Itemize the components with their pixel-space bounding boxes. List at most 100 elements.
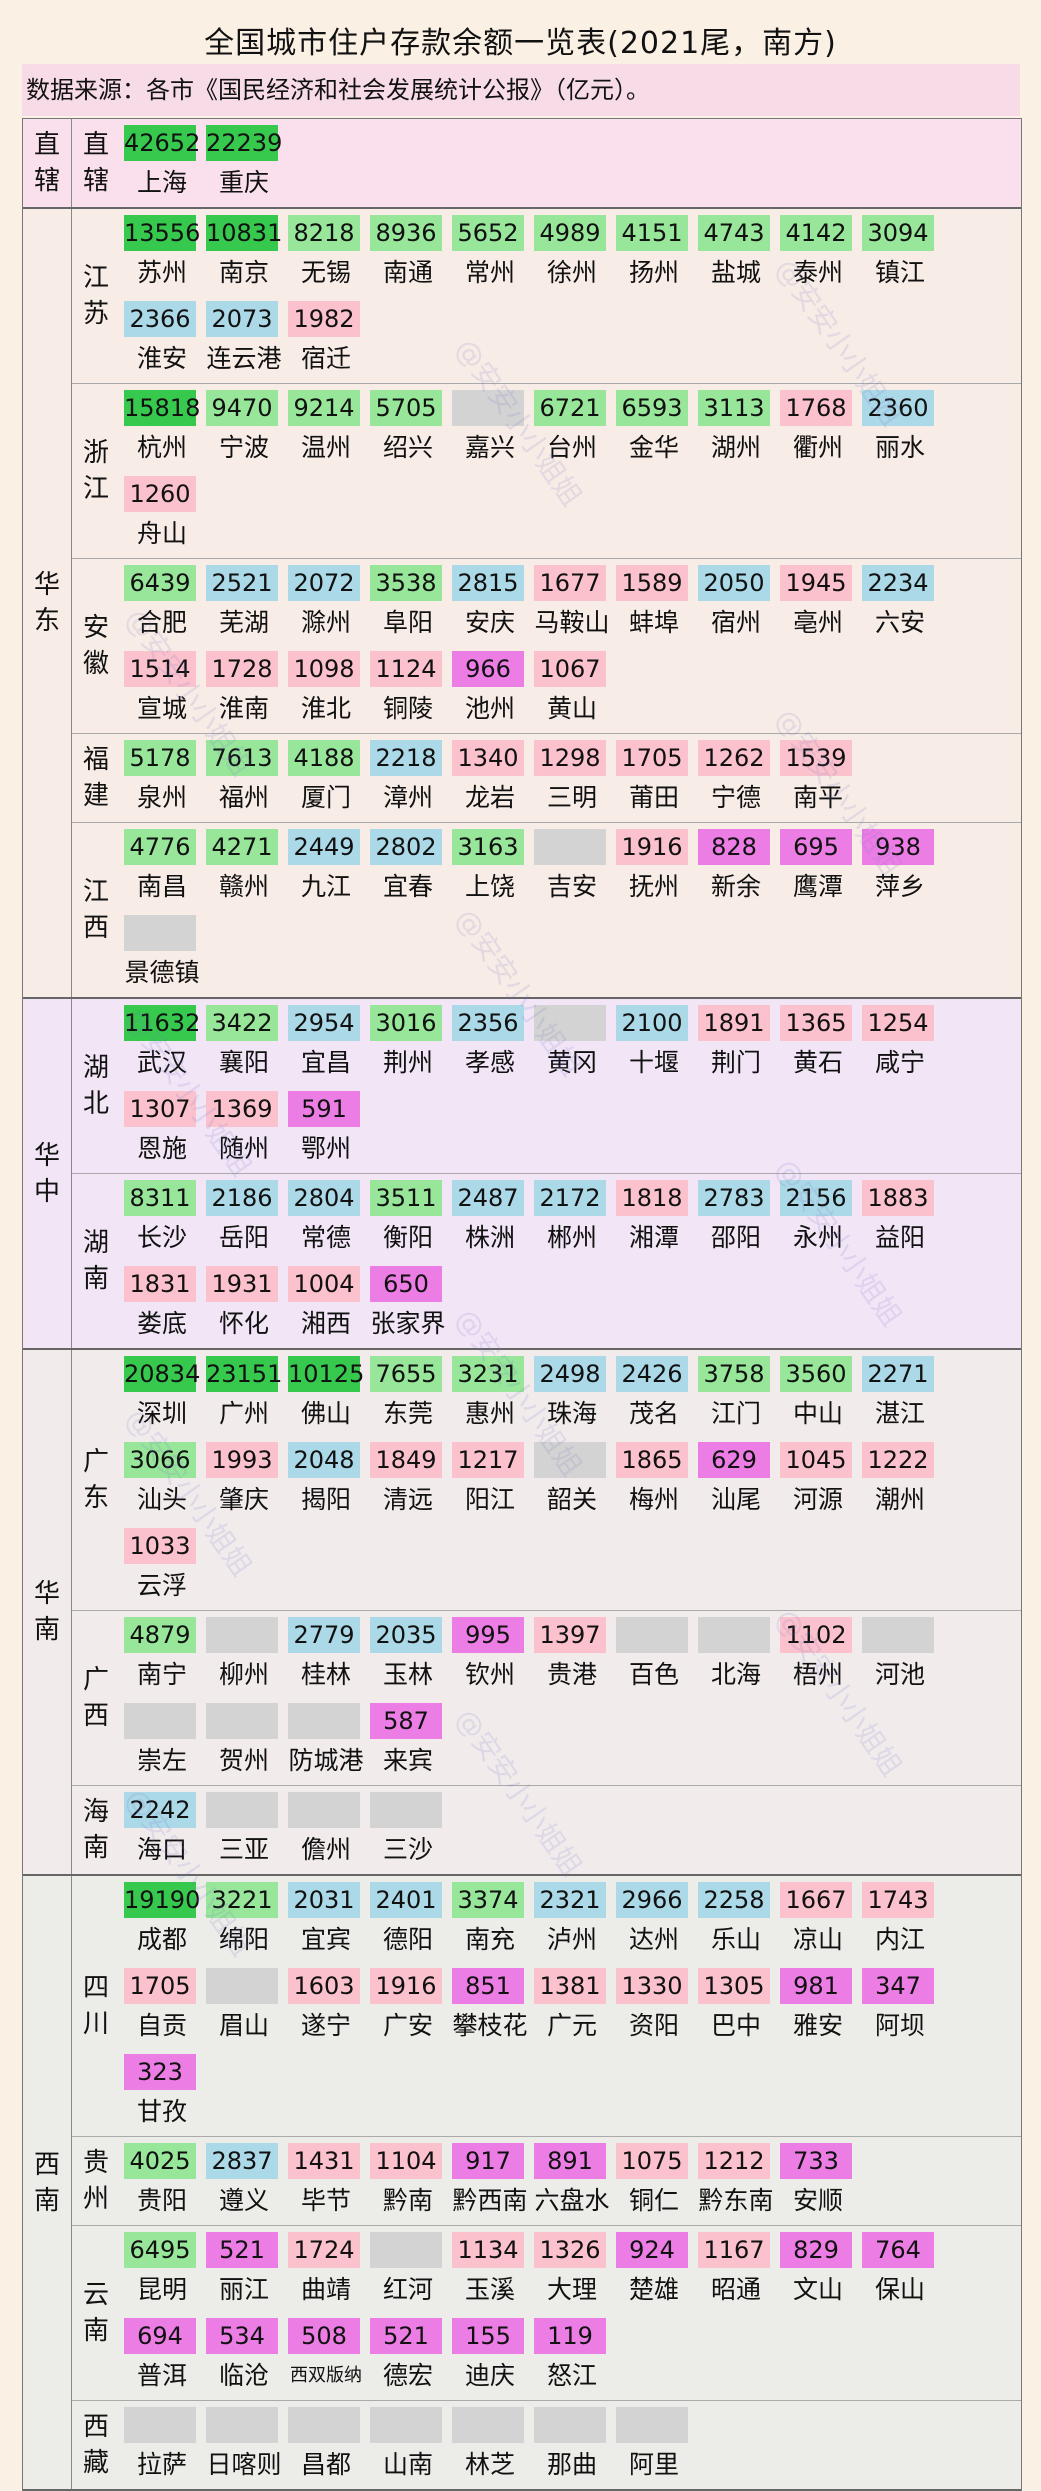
city-name: 广州 bbox=[218, 1399, 269, 1428]
deposit-value: 2521 bbox=[206, 565, 278, 601]
deposit-value: 1254 bbox=[862, 1005, 934, 1041]
city-name: 南昌 bbox=[136, 872, 187, 901]
deposit-value: 2498 bbox=[534, 1356, 606, 1392]
deposit-value: 2218 bbox=[370, 740, 442, 776]
city-name: 邵阳 bbox=[710, 1223, 761, 1252]
city-cell: 2487 株洲 bbox=[452, 1176, 534, 1262]
deposit-value: 8936 bbox=[370, 215, 442, 251]
city-name: 楚雄 bbox=[628, 2275, 679, 2304]
deposit-value: 9470 bbox=[206, 390, 278, 426]
deposit-value: 917 bbox=[452, 2143, 524, 2179]
deposit-value bbox=[616, 2407, 688, 2443]
city-name: 儋州 bbox=[300, 1835, 351, 1864]
city-cell: 5705 绍兴 bbox=[370, 386, 452, 472]
city-cell: 红河 bbox=[370, 2228, 452, 2314]
city-cell: 拉萨 bbox=[124, 2403, 206, 2489]
city-name: 襄阳 bbox=[218, 1048, 269, 1077]
city-cell: 1124 铜陵 bbox=[370, 647, 452, 733]
city-name: 揭阳 bbox=[300, 1485, 351, 1514]
city-name: 柳州 bbox=[218, 1660, 269, 1689]
city-cell: 1945 亳州 bbox=[780, 561, 862, 647]
city-cell: 贺州 bbox=[206, 1699, 288, 1785]
city-name: 舟山 bbox=[136, 519, 187, 548]
city-cell: 650 张家界 bbox=[370, 1262, 452, 1348]
city-name: 随州 bbox=[218, 1134, 269, 1163]
province-row: 贵州 4025 贵阳 2837 遵义 1431 毕节 1104 黔南 917 黔西南 891 六盘水 10… bbox=[72, 2137, 1021, 2226]
city-name: 北海 bbox=[710, 1660, 761, 1689]
city-cell: 2242 海口 bbox=[124, 1788, 206, 1874]
city-name: 蚌埠 bbox=[628, 608, 679, 637]
deposit-value: 7655 bbox=[370, 1356, 442, 1392]
city-name: 贺州 bbox=[218, 1746, 269, 1775]
deposit-value: 2242 bbox=[124, 1792, 196, 1828]
city-cell: 4743 盐城 bbox=[698, 211, 780, 297]
vertical-label-text: 华东 bbox=[33, 570, 60, 636]
deposit-value: 6593 bbox=[616, 390, 688, 426]
deposit-value: 6495 bbox=[124, 2232, 196, 2268]
city-cell: 1326 大理 bbox=[534, 2228, 616, 2314]
city-grid: 20834 深圳 23151 广州 10125 佛山 7655 东莞 3231 惠州 2498 珠海 2… bbox=[120, 1350, 1021, 1610]
city-name: 娄底 bbox=[136, 1309, 187, 1338]
region-label: 华东 bbox=[23, 209, 72, 997]
city-cell: 10125 佛山 bbox=[288, 1352, 370, 1438]
city-name: 荆州 bbox=[382, 1048, 433, 1077]
deposit-value: 1705 bbox=[124, 1968, 196, 2004]
city-cell: 3231 惠州 bbox=[452, 1352, 534, 1438]
city-cell: 694 普洱 bbox=[124, 2314, 206, 2400]
deposit-value: 2035 bbox=[370, 1617, 442, 1653]
city-grid: 42652 上海 22239 重庆 bbox=[120, 119, 1021, 207]
deposit-value: 3113 bbox=[698, 390, 770, 426]
city-cell: 1916 广安 bbox=[370, 1964, 452, 2050]
city-cell: 1931 怀化 bbox=[206, 1262, 288, 1348]
city-cell: 1539 南平 bbox=[780, 736, 862, 822]
city-name: 泸州 bbox=[546, 1925, 597, 1954]
city-name: 三明 bbox=[546, 783, 597, 812]
city-grid: 4879 南宁 柳州 2779 桂林 2035 玉林 995 钦州 1397 贵港 百色 北海 1102 梧… bbox=[120, 1611, 1021, 1785]
deposit-value: 1931 bbox=[206, 1266, 278, 1302]
city-name: 佛山 bbox=[300, 1399, 351, 1428]
city-cell: 4142 泰州 bbox=[780, 211, 862, 297]
city-cell: 917 黔西南 bbox=[452, 2139, 534, 2225]
deposit-value: 1677 bbox=[534, 565, 606, 601]
region-row: 华东 江苏 13556 苏州 10831 南京 8218 无锡 8936 南通 5652 常州 4989… bbox=[23, 209, 1021, 999]
city-name: 云浮 bbox=[136, 1571, 187, 1600]
city-name: 贵阳 bbox=[136, 2186, 187, 2215]
deposit-value bbox=[206, 2407, 278, 2443]
city-cell: 1330 资阳 bbox=[616, 1964, 698, 2050]
deposit-value: 1993 bbox=[206, 1442, 278, 1478]
city-name: 山南 bbox=[382, 2450, 433, 2479]
deposit-value bbox=[288, 2407, 360, 2443]
city-name: 德阳 bbox=[382, 1925, 433, 1954]
city-cell: 1217 阳江 bbox=[452, 1438, 534, 1524]
city-cell: 4776 南昌 bbox=[124, 825, 206, 911]
city-cell: 1260 舟山 bbox=[124, 472, 206, 558]
region-row: 华中 湖北 11632 武汉 3422 襄阳 2954 宜昌 3016 荆州 2356 孝感 黄冈 210… bbox=[23, 999, 1021, 1350]
province-row: 海南 2242 海口 三亚 儋州 三沙 bbox=[72, 1786, 1021, 1874]
city-name: 南充 bbox=[464, 1925, 515, 1954]
province-row: 湖南 8311 长沙 2186 岳阳 2804 常德 3511 衡阳 2487 株洲 2172 郴州 18… bbox=[72, 1174, 1021, 1348]
city-name: 南京 bbox=[218, 258, 269, 287]
deposit-value: 851 bbox=[452, 1968, 524, 2004]
deposit-value: 1849 bbox=[370, 1442, 442, 1478]
city-cell: 323 甘孜 bbox=[124, 2050, 206, 2136]
deposit-value: 1539 bbox=[780, 740, 852, 776]
city-name: 崇左 bbox=[136, 1746, 187, 1775]
city-name: 常州 bbox=[464, 258, 515, 287]
city-cell: 3221 绵阳 bbox=[206, 1878, 288, 1964]
city-cell: 2783 邵阳 bbox=[698, 1176, 780, 1262]
city-cell: 6721 台州 bbox=[534, 386, 616, 472]
city-cell: 2218 漳州 bbox=[370, 736, 452, 822]
city-cell: 1743 内江 bbox=[862, 1878, 944, 1964]
city-name: 宁波 bbox=[218, 433, 269, 462]
city-name: 上海 bbox=[136, 168, 187, 197]
deposit-value: 829 bbox=[780, 2232, 852, 2268]
city-name: 昭通 bbox=[710, 2275, 761, 2304]
city-cell: 2156 永州 bbox=[780, 1176, 862, 1262]
city-name: 六安 bbox=[874, 608, 925, 637]
city-grid: 15818 杭州 9470 宁波 9214 温州 5705 绍兴 嘉兴 6721 台州 6593 金华 3… bbox=[120, 384, 1021, 558]
city-grid: 拉萨 日喀则 昌都 山南 林芝 那曲 阿里 bbox=[120, 2401, 1021, 2489]
vertical-label-text: 海南 bbox=[82, 1797, 109, 1863]
city-name: 亳州 bbox=[792, 608, 843, 637]
city-cell: 2779 桂林 bbox=[288, 1613, 370, 1699]
deposit-value: 2487 bbox=[452, 1180, 524, 1216]
